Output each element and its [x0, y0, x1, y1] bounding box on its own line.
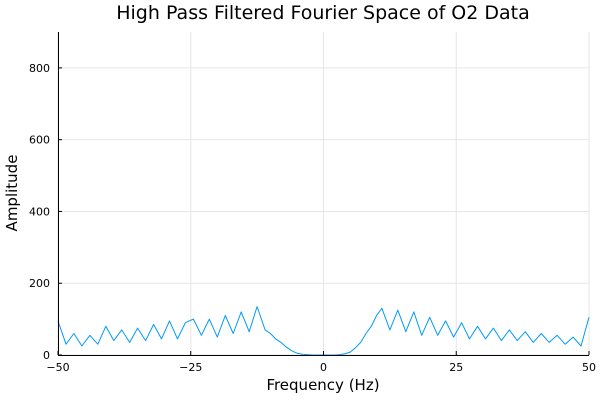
x-tick-label: 0 [320, 361, 327, 374]
x-tick-label: 25 [449, 361, 463, 374]
x-tick-label: −50 [46, 361, 69, 374]
chart-title: High Pass Filtered Fourier Space of O2 D… [116, 2, 530, 24]
y-tick-label: 0 [43, 349, 50, 362]
y-ticks: 0 200 400 600 800 [29, 62, 62, 362]
x-ticks: −50 −25 0 25 50 [46, 351, 596, 374]
x-tick-label: −25 [179, 361, 202, 374]
x-axis-label: Frequency (Hz) [266, 376, 379, 394]
y-axis-label: Amplitude [3, 155, 21, 232]
y-tick-label: 600 [29, 134, 50, 147]
y-tick-label: 800 [29, 62, 50, 75]
y-tick-label: 400 [29, 205, 50, 218]
x-tick-label: 50 [582, 361, 596, 374]
y-tick-label: 200 [29, 277, 50, 290]
grid [57, 32, 590, 356]
